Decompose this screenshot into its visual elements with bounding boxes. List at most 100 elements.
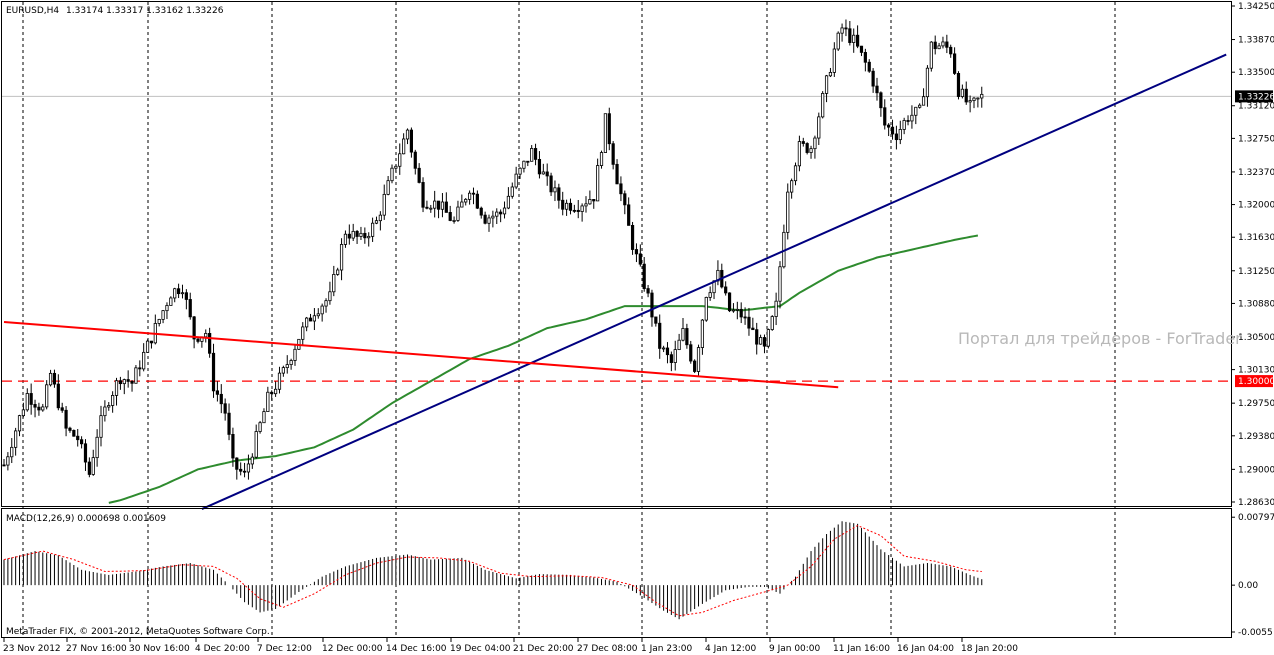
candle-body: [856, 34, 860, 47]
candle-body: [320, 305, 324, 315]
time-tick-label: 12 Dec 00:00: [322, 644, 383, 654]
candle-body: [499, 211, 503, 215]
price-tick-label: 1.29380: [1238, 432, 1274, 442]
candle-body: [949, 46, 953, 55]
price-tick-label: 1.32370: [1238, 168, 1274, 178]
candle-body: [332, 273, 336, 293]
candle-body: [592, 199, 596, 202]
candle-body: [696, 347, 701, 372]
candle-body: [266, 391, 270, 412]
candle-body: [491, 215, 495, 219]
candle-body: [41, 406, 45, 411]
candle-body: [929, 41, 933, 69]
candle-body: [436, 200, 441, 210]
candle-body: [801, 141, 805, 144]
price-tick-label: 1.30130: [1238, 366, 1274, 376]
candle-body: [467, 192, 472, 200]
candle-body: [308, 317, 313, 322]
vertical-grid: [22, 2, 1116, 637]
candle-body: [25, 393, 29, 411]
candle-body: [588, 199, 592, 205]
price-tick-label: 1.30880: [1238, 299, 1274, 309]
candle-body: [235, 457, 239, 470]
main-panel-frame: [1, 1, 1232, 507]
moving-average-line: [108, 234, 979, 504]
candle-body: [704, 296, 708, 321]
candle-body: [658, 322, 662, 349]
candle-body: [533, 148, 538, 160]
candle-body: [770, 316, 774, 330]
candle-body: [914, 106, 918, 116]
price-tick-label: 1.29750: [1238, 399, 1274, 409]
candle-body: [797, 141, 802, 167]
candle-body: [14, 430, 18, 448]
time-tick-label: 4 Jan 12:00: [705, 644, 757, 654]
candle-body: [774, 300, 778, 317]
candle-body: [766, 329, 770, 347]
candle-body: [510, 186, 514, 197]
candle-body: [786, 191, 790, 233]
candle-body: [553, 187, 557, 193]
candle-body: [669, 354, 673, 363]
candle-body: [898, 129, 902, 141]
candle-body: [370, 222, 375, 237]
candle-body: [83, 443, 88, 463]
candle-body: [157, 318, 161, 324]
candle-body: [99, 415, 103, 438]
candle-body: [976, 97, 980, 100]
candle-body: [502, 207, 507, 215]
price-axis: 1.34250 1.33870 1.33500 1.33120 1.32750 1.323…: [1231, 2, 1274, 508]
candle-body: [576, 209, 580, 212]
candle-body: [568, 202, 573, 211]
candle-body: [254, 431, 258, 458]
candle-body: [642, 263, 646, 289]
candle-body: [693, 360, 697, 372]
candle-body: [122, 379, 126, 385]
trendlines-layer: [3, 53, 1227, 510]
candle-body: [813, 137, 817, 150]
candle-body: [305, 317, 309, 328]
candle-body: [921, 96, 926, 106]
candle-body: [677, 339, 681, 351]
candle-body: [68, 427, 72, 431]
candle-body: [21, 409, 26, 417]
candle-body: [262, 411, 266, 424]
candle-body: [483, 214, 487, 224]
time-tick-label: 27 Nov 16:00: [66, 644, 127, 654]
candle-body: [762, 337, 767, 347]
candle-body: [681, 328, 685, 341]
candle-body: [223, 403, 227, 414]
candle-body: [246, 463, 251, 473]
candle-body: [518, 167, 522, 175]
candle-body: [289, 360, 293, 366]
candle-body: [743, 316, 747, 319]
candle-body: [596, 165, 600, 202]
candle-body: [817, 116, 821, 139]
price-tick-label: 1.34250: [1238, 2, 1274, 12]
price-tick-label: 1.32750: [1238, 134, 1274, 144]
candle-body: [615, 163, 619, 185]
candle-body: [56, 383, 60, 409]
candle-body: [48, 372, 53, 386]
price-tick-label: 1.33120: [1238, 102, 1274, 112]
candle-body: [270, 391, 274, 395]
level-price-tag: [1235, 375, 1273, 388]
candle-body: [735, 308, 739, 311]
time-tick-label: 23 Nov 2012: [3, 644, 61, 654]
candle-body: [871, 70, 875, 87]
candle-body: [541, 171, 545, 175]
candle-body: [10, 446, 14, 458]
candle-body: [832, 48, 836, 73]
candle-body: [215, 390, 219, 395]
candle-body: [2, 464, 6, 467]
candle-body: [293, 348, 297, 361]
time-axis: 23 Nov 2012 27 Nov 16:00 30 Nov 16:00 4 Dec…: [3, 637, 1018, 654]
candle-body: [530, 148, 534, 162]
candle-body: [708, 292, 712, 298]
candle-body: [879, 92, 883, 109]
macd-panel-frame: [1, 508, 1232, 638]
time-tick-label: 11 Jan 16:00: [833, 644, 890, 654]
candle-body: [231, 433, 235, 459]
candle-body: [312, 315, 317, 322]
